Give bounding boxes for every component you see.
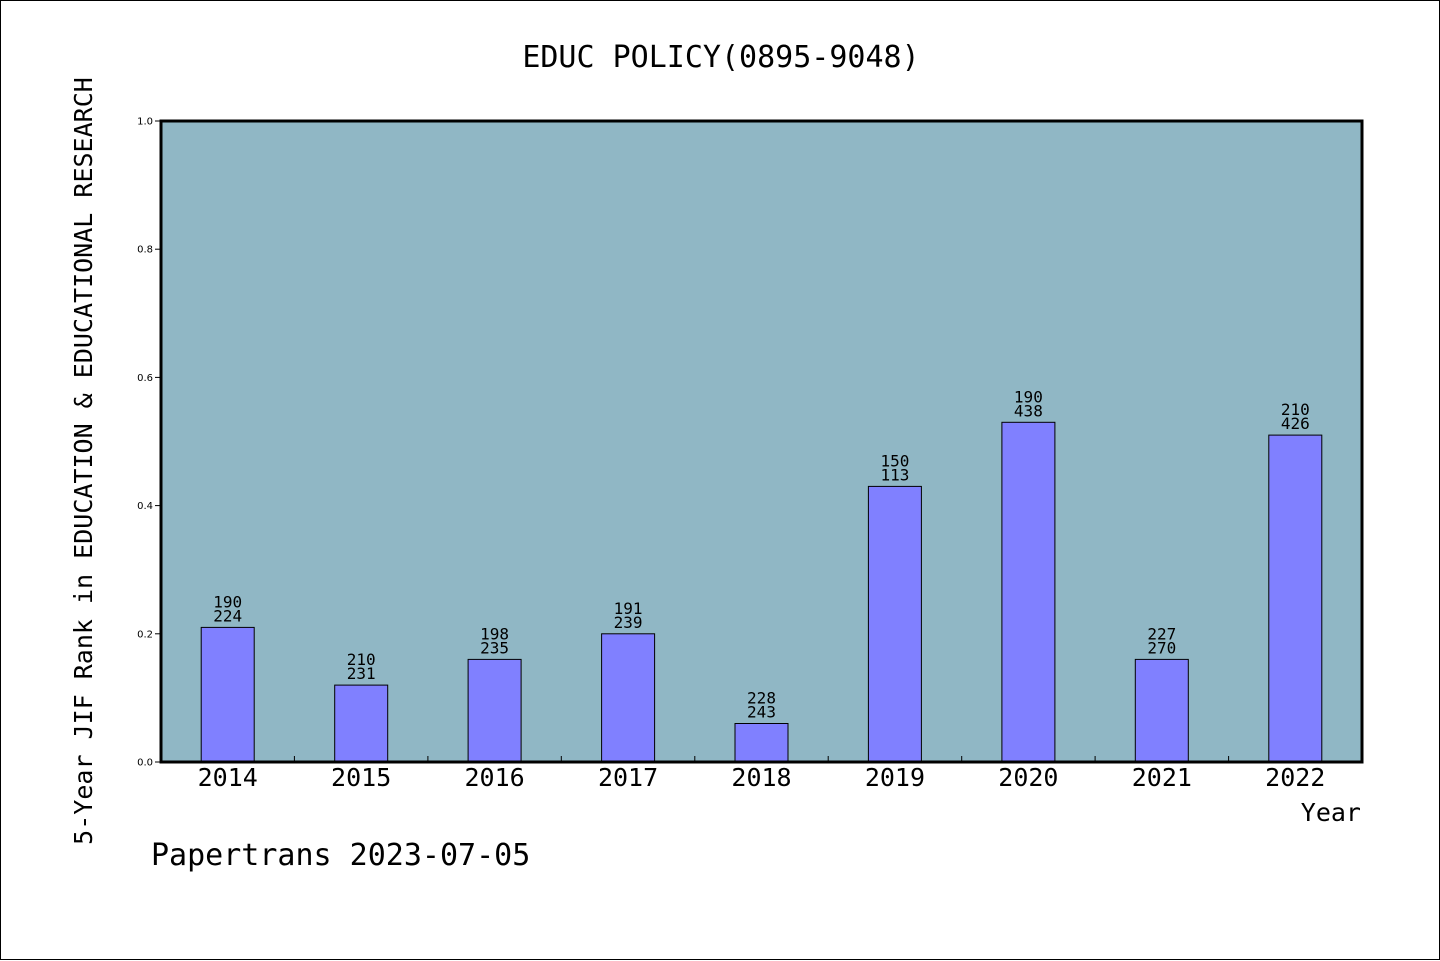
x-tick-label-2020: 2020 (998, 763, 1058, 792)
data-label-bottom-2017: 239 (614, 613, 643, 632)
bar-2017 (601, 633, 656, 763)
data-label-top-2019: 150 (880, 451, 909, 470)
data-label-bottom-2015: 231 (347, 664, 376, 683)
y-tick-label-1.0: 1.0 (137, 117, 153, 128)
x-tick-label-2016: 2016 (465, 763, 525, 792)
y-tick-label-0.4: 0.4 (137, 501, 153, 512)
x-tick-label-2022: 2022 (1265, 763, 1325, 792)
data-label-top-2020: 190 (1014, 387, 1043, 406)
data-label-bottom-2016: 235 (480, 638, 509, 657)
y-tick-label-0.6: 0.6 (137, 373, 153, 384)
x-axis: 2014 2015 2016 2017 2018 2019 2020 2021 2022 (198, 756, 1325, 792)
data-labels-group: 1902242102311982351912392282431501131904… (213, 387, 1309, 721)
data-label-bottom-2014: 224 (213, 606, 242, 625)
data-label-bottom-2021: 270 (1147, 638, 1176, 657)
data-label-bottom-2020: 438 (1014, 401, 1043, 420)
x-tick-label-2014: 2014 (198, 763, 258, 792)
data-label-top-2016: 198 (480, 624, 509, 643)
bar-2020 (1001, 421, 1056, 763)
bar-2018 (734, 723, 789, 763)
plot-area (159, 119, 1364, 764)
x-tick-label-2019: 2019 (865, 763, 925, 792)
y-axis: 0.0 0.2 0.4 0.6 0.8 1.0 (137, 117, 161, 769)
data-label-top-2021: 227 (1147, 624, 1176, 643)
data-label-bottom-2022: 426 (1281, 414, 1310, 433)
y-tick-label-0.2: 0.2 (137, 629, 153, 640)
data-label-top-2014: 190 (213, 592, 242, 611)
y-tick-label-0.8: 0.8 (137, 245, 153, 256)
bar-2019 (867, 485, 922, 763)
y-axis-title: 5-Year JIF Rank in EDUCATION & EDUCATION… (69, 77, 98, 845)
x-tick-label-2021: 2021 (1132, 763, 1192, 792)
bars-group (200, 421, 1323, 763)
data-label-top-2022: 210 (1281, 400, 1310, 419)
y-tick-label-0.0: 0.0 (137, 758, 153, 769)
data-label-top-2015: 210 (347, 650, 376, 669)
chart-title: EDUC POLICY(0895-9048) (522, 40, 919, 75)
bar-2021 (1134, 658, 1189, 763)
bar-2016 (467, 658, 522, 763)
bar-2015 (334, 684, 389, 763)
data-label-top-2017: 191 (614, 599, 643, 618)
x-tick-label-2018: 2018 (731, 763, 791, 792)
x-tick-label-2017: 2017 (598, 763, 658, 792)
footer-text: Papertrans 2023-07-05 (151, 838, 530, 873)
plot-frame (159, 119, 1364, 764)
bar-2022 (1268, 434, 1323, 763)
x-axis-title: Year (1301, 798, 1361, 827)
data-label-bottom-2018: 243 (747, 703, 776, 722)
bar-2014 (200, 626, 255, 763)
x-tick-label-2015: 2015 (331, 763, 391, 792)
data-label-top-2018: 228 (747, 689, 776, 708)
data-label-bottom-2019: 113 (880, 465, 909, 484)
